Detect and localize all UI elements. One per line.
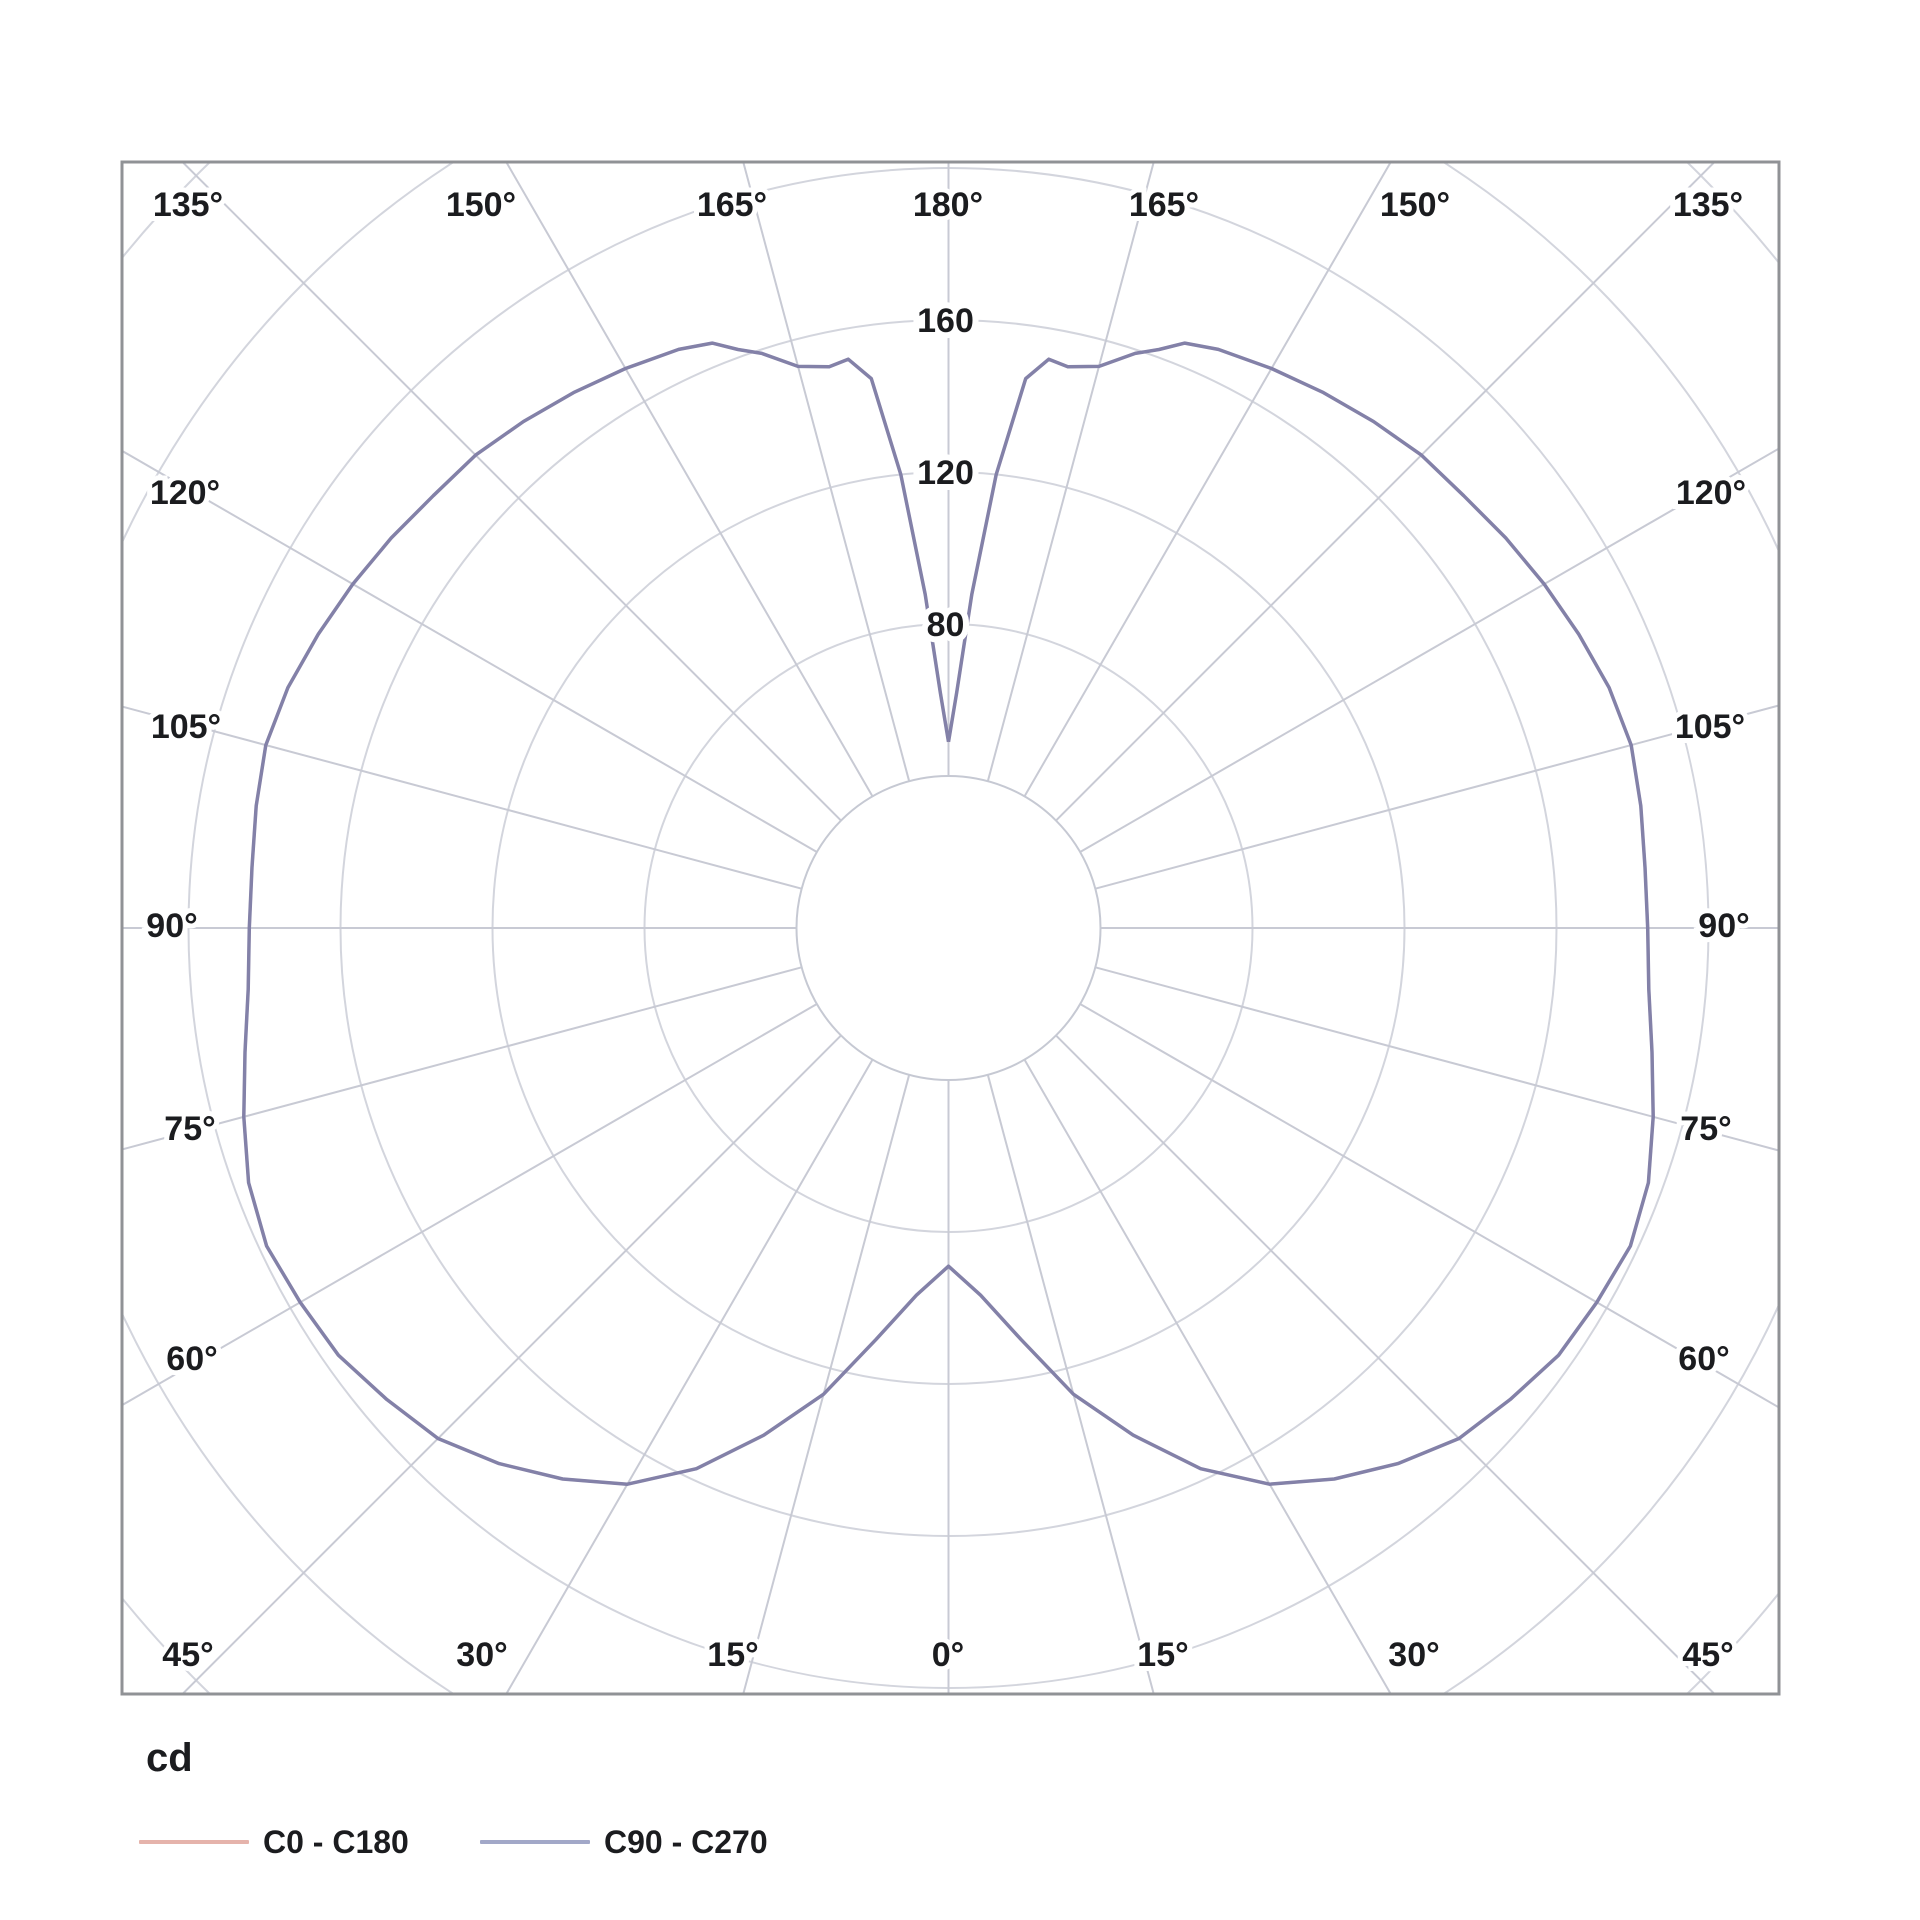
polar-inner-circle [795, 775, 1102, 1081]
angle-label: 60° [1678, 1340, 1729, 1378]
angle-label: 120° [1676, 474, 1746, 512]
polar-spoke [742, 1074, 911, 1694]
polar-spoke [181, 1034, 842, 1694]
angle-label: 45° [1682, 1636, 1733, 1674]
angle-label: 135° [1673, 186, 1743, 224]
angle-label: 150° [1380, 186, 1450, 224]
curve-c90-c270 [242, 341, 1655, 1486]
polar-spoke [1055, 1034, 1716, 1694]
angle-label: 75° [1680, 1110, 1731, 1148]
polar-spoke [1055, 162, 1716, 822]
legend-item-c90-c270: C90 - C270 [480, 1822, 768, 1862]
legend: C0 - C180 C90 - C270 [0, 1822, 1000, 1862]
angle-label: 120° [150, 474, 220, 512]
polar-spoke [986, 162, 1155, 782]
angle-label: 15° [1137, 1636, 1188, 1674]
polar-spoke [1023, 162, 1392, 797]
radial-label: 80 [927, 606, 965, 644]
angle-label: 45° [162, 1636, 213, 1674]
angle-axis-labels: 135° 150° 165° 180° 165° 150° 135° 45° 30° 15° 0° 1… [141, 181, 1754, 1679]
angle-label: 135° [153, 186, 223, 224]
polar-spoke [1079, 1003, 1779, 1409]
angle-label: 165° [1129, 186, 1199, 224]
angle-label: 60° [166, 1340, 217, 1378]
polar-spoke [742, 162, 911, 782]
polar-spoke [122, 449, 818, 853]
legend-label-c90-c270: C90 - C270 [604, 1823, 768, 1860]
radial-axis-labels: 80 120 160 [911, 296, 980, 650]
angle-label: 30° [456, 1636, 507, 1674]
polar-spoke [122, 966, 802, 1151]
polar-spoke [1079, 447, 1779, 853]
angle-label: 105° [151, 708, 221, 746]
radial-label: 120 [917, 454, 974, 492]
legend-line-c90-c270-icon [480, 1840, 590, 1844]
angle-label: 150° [446, 186, 516, 224]
angle-label: 90° [1698, 907, 1749, 945]
polar-spoke [986, 1074, 1155, 1694]
polar-spoke [122, 1003, 818, 1407]
polar-spoke [122, 705, 802, 890]
polar-spoke [1095, 704, 1779, 890]
polar-spoke [505, 162, 874, 797]
legend-line-c0-c180-icon [139, 1840, 249, 1844]
angle-label: 165° [697, 186, 767, 224]
angle-label: 90° [146, 907, 197, 945]
angle-label: 105° [1675, 708, 1745, 746]
polar-spoke [505, 1059, 874, 1694]
angle-label: 0° [932, 1636, 965, 1674]
polar-spoke [1095, 966, 1779, 1152]
chart-frame [120, 160, 1781, 1696]
angle-label: 15° [707, 1636, 758, 1674]
polar-spoke [1023, 1059, 1392, 1694]
angle-label: 75° [164, 1110, 215, 1148]
legend-item-c0-c180: C0 - C180 [139, 1822, 409, 1862]
radial-label: 160 [917, 302, 974, 340]
unit-label: cd [146, 1736, 193, 1780]
curves [242, 341, 1655, 1486]
legend-label-c0-c180: C0 - C180 [263, 1823, 409, 1860]
polar-spoke [181, 162, 842, 822]
angle-label: 30° [1388, 1636, 1439, 1674]
angle-label: 180° [913, 186, 983, 224]
